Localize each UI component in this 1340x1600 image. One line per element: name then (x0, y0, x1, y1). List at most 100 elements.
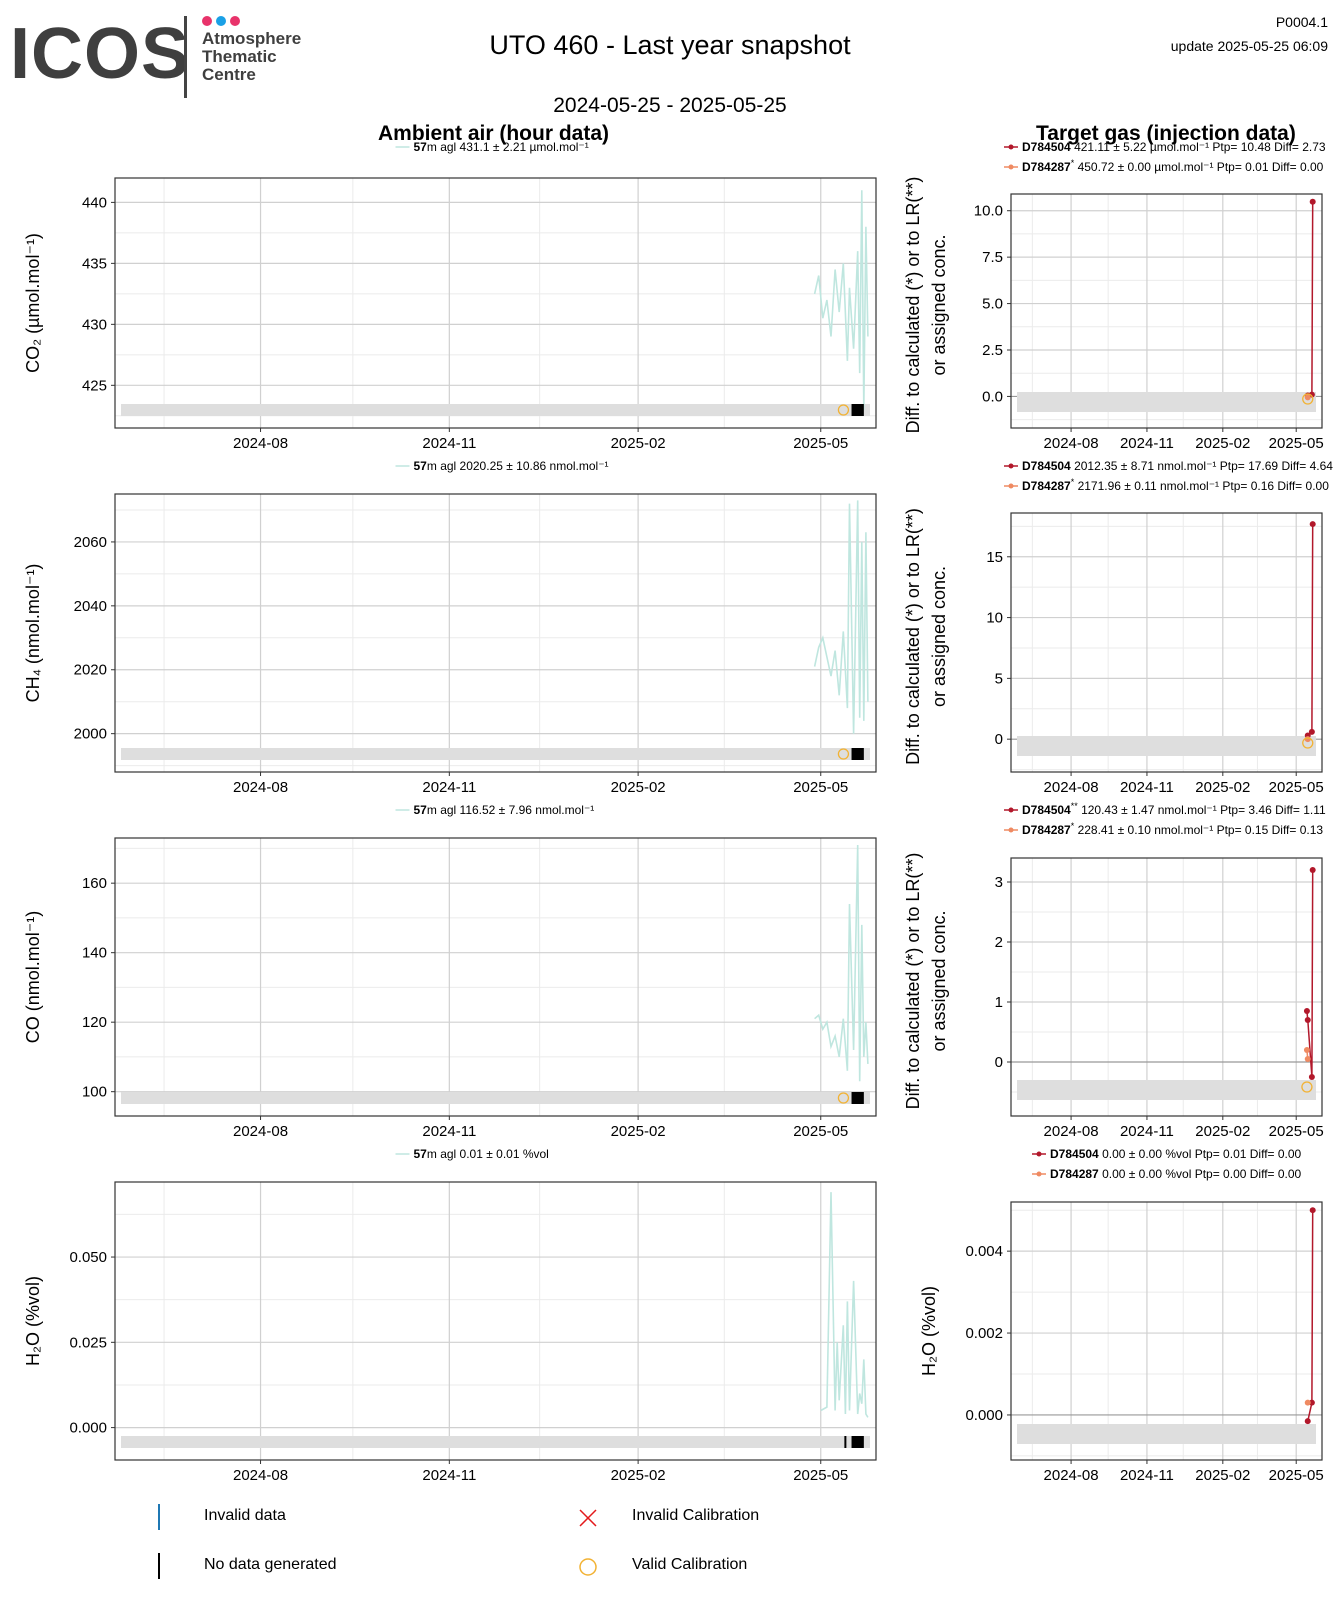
x-tick-label: 2025-02 (1195, 1123, 1250, 1140)
legend-point (1008, 463, 1014, 469)
update-timestamp: update 2025-05-25 06:09 (1170, 38, 1328, 54)
y-tick-label: 440 (82, 194, 107, 211)
flag-band (121, 404, 870, 416)
ambient-co-chart: 2024-08 2024-11 2025-02 2025-05 100 120 140 160… (23, 803, 877, 1140)
y-tick-label: 0.025 (69, 1334, 107, 1351)
x-tick-label: 2025-02 (611, 779, 666, 796)
x-tick-label: 2024-11 (422, 1467, 476, 1484)
legend-point (1008, 164, 1014, 170)
x-tick-label: 2024-08 (1044, 1123, 1099, 1140)
legend-point (1008, 144, 1014, 150)
x-tick-label: 2025-02 (1195, 435, 1250, 452)
target-legend-text: D784504 2012.35 ± 8.71 nmol.mol⁻¹ Ptp= 1… (1022, 459, 1333, 473)
target-point (1309, 1207, 1316, 1214)
valid-calibration-marker (837, 404, 850, 416)
target-point (1304, 1017, 1311, 1023)
x-tick-label: 2024-08 (1044, 779, 1099, 796)
target-series-line (1307, 201, 1314, 397)
target-point (1303, 1047, 1310, 1053)
y-tick-label: 0 (995, 1054, 1003, 1071)
ambient-legend-text: 57m agl 431.1 ± 2.21 µmol.mol⁻¹ (414, 140, 589, 154)
y-tick-label: 10 (986, 610, 1003, 627)
panel-frame (1010, 857, 1323, 1117)
ambient-ch4-chart: 2024-08 2024-11 2025-02 2025-05 2000 2020 2040… (23, 459, 877, 796)
target-point (1304, 1399, 1311, 1406)
logo-subtitle: Atmosphere Thematic Centre (202, 29, 302, 84)
flag-band (121, 1436, 870, 1448)
flag-band (121, 748, 870, 760)
x-tick-label: 2025-05 (1269, 435, 1324, 452)
target-point (1304, 1056, 1311, 1062)
no-data-block (851, 404, 864, 416)
x-tick-label: 2024-11 (1120, 435, 1174, 452)
icos-logo: ICOS (10, 14, 191, 94)
ambient-legend-text: 57m agl 2020.25 ± 10.86 nmol.mol⁻¹ (414, 459, 609, 473)
y-tick-label: 0.002 (965, 1325, 1003, 1342)
y-axis-title: CO (nmol.mol⁻¹) (23, 911, 43, 1044)
x-tick-label: 2025-02 (1195, 779, 1250, 796)
invalid-calibration-icon (579, 1509, 597, 1527)
legend-point (1036, 1171, 1042, 1177)
y-tick-label: 0 (995, 731, 1003, 748)
legend-invalid-data: Invalid data (204, 1507, 286, 1524)
x-tick-label: 2024-11 (1120, 1123, 1174, 1140)
target-point (1308, 1399, 1315, 1406)
page-id: P0004.1 (1275, 14, 1328, 30)
flag-band (1017, 1080, 1316, 1100)
flag-band (121, 1092, 870, 1104)
no-data-block (851, 748, 864, 760)
y-tick-label: 15 (986, 549, 1003, 566)
legend-point (1008, 827, 1014, 833)
flag-band (1017, 1424, 1316, 1444)
y-tick-label: 160 (82, 875, 107, 892)
y-axis-title: H₂O (%vol) (23, 1276, 43, 1366)
x-tick-label: 2025-05 (1269, 779, 1324, 796)
y-axis-title: Diff. to calculated (*) or to LR(**) (903, 508, 923, 765)
y-tick-label: 120 (82, 1014, 107, 1031)
panel-frame (114, 493, 877, 773)
target-legend-text: D784287 0.00 ± 0.00 %vol Ptp= 0.00 Diff=… (1050, 1167, 1302, 1181)
x-tick-label: 2024-08 (233, 1123, 288, 1140)
y-axis-title: Diff. to calculated (*) or to LR(**) (903, 177, 923, 434)
panel-frame (1010, 512, 1323, 773)
target-point (1308, 1074, 1315, 1080)
y-tick-label: 140 (82, 945, 107, 962)
x-tick-label: 2024-08 (233, 435, 288, 452)
x-tick-label: 2024-08 (233, 1467, 288, 1484)
x-tick-label: 2025-05 (793, 779, 848, 796)
date-range: 2024-05-25 - 2025-05-25 (553, 94, 787, 117)
ambient-h2o-chart: 2024-08 2024-11 2025-02 2025-05 0.000 0.025 0.… (23, 1147, 877, 1484)
x-tick-label: 2025-02 (611, 1467, 666, 1484)
x-tick-label: 2025-02 (611, 435, 666, 452)
flag-band (1017, 392, 1316, 412)
valid-calibration-marker (837, 1092, 850, 1104)
x-tick-label: 2024-11 (422, 1123, 476, 1140)
y-axis-title: or assigned conc. (929, 234, 949, 375)
legend-invalid-calibration: Invalid Calibration (632, 1507, 760, 1524)
target-legend-text: D784287* 228.41 ± 0.10 nmol.mol⁻¹ Ptp= 0… (1022, 821, 1323, 837)
target-point (1309, 521, 1316, 528)
y-tick-label: 0.000 (69, 1420, 107, 1437)
x-tick-label: 2024-08 (1044, 435, 1099, 452)
target-point (1303, 1008, 1310, 1014)
legend-point (1008, 807, 1014, 813)
x-tick-label: 2025-02 (1195, 1467, 1250, 1484)
logo-dot (202, 16, 212, 26)
y-tick-label: 435 (82, 255, 107, 272)
target-ch4-chart: 2024-08 2024-11 2025-02 2025-05 0 5 10 15 D78450… (903, 459, 1333, 796)
x-tick-label: 2025-05 (1269, 1123, 1324, 1140)
valid-calibration-icon (579, 1558, 597, 1576)
logo-dot (216, 16, 226, 26)
x-tick-label: 2024-11 (1120, 779, 1174, 796)
target-h2o-chart: 2024-08 2024-11 2025-02 2025-05 0.000 0.002 0.… (919, 1147, 1324, 1484)
target-point (1309, 198, 1316, 205)
y-tick-label: 430 (82, 316, 107, 333)
target-legend-text: D784287* 450.72 ± 0.00 µmol.mol⁻¹ Ptp= 0… (1022, 158, 1324, 174)
y-axis-title: CH₄ (nmol.mol⁻¹) (23, 564, 43, 703)
y-tick-label: 1 (995, 994, 1003, 1011)
target-legend-text: D784504 421.11 ± 5.22 µmol.mol⁻¹ Ptp= 10… (1022, 140, 1326, 154)
target-section-title: Target gas (injection data) (1036, 122, 1296, 145)
ambient-series-line (813, 190, 869, 410)
panel-frame (1010, 1201, 1323, 1461)
panel-frame (114, 837, 877, 1117)
